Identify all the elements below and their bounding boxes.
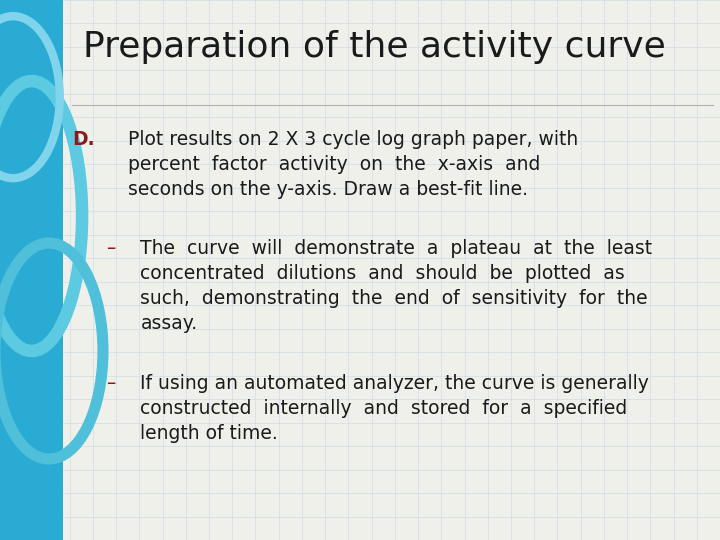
Text: Plot results on 2 X 3 cycle log graph paper, with
percent  factor  activity  on : Plot results on 2 X 3 cycle log graph pa… <box>128 130 578 199</box>
Text: –: – <box>107 374 116 393</box>
Text: If using an automated analyzer, the curve is generally
constructed  internally  : If using an automated analyzer, the curv… <box>140 374 649 443</box>
FancyBboxPatch shape <box>0 0 63 540</box>
Text: Preparation of the activity curve: Preparation of the activity curve <box>83 30 665 64</box>
Text: D.: D. <box>72 130 94 148</box>
Text: The  curve  will  demonstrate  a  plateau  at  the  least
concentrated  dilution: The curve will demonstrate a plateau at … <box>140 239 652 333</box>
Text: –: – <box>107 239 116 258</box>
